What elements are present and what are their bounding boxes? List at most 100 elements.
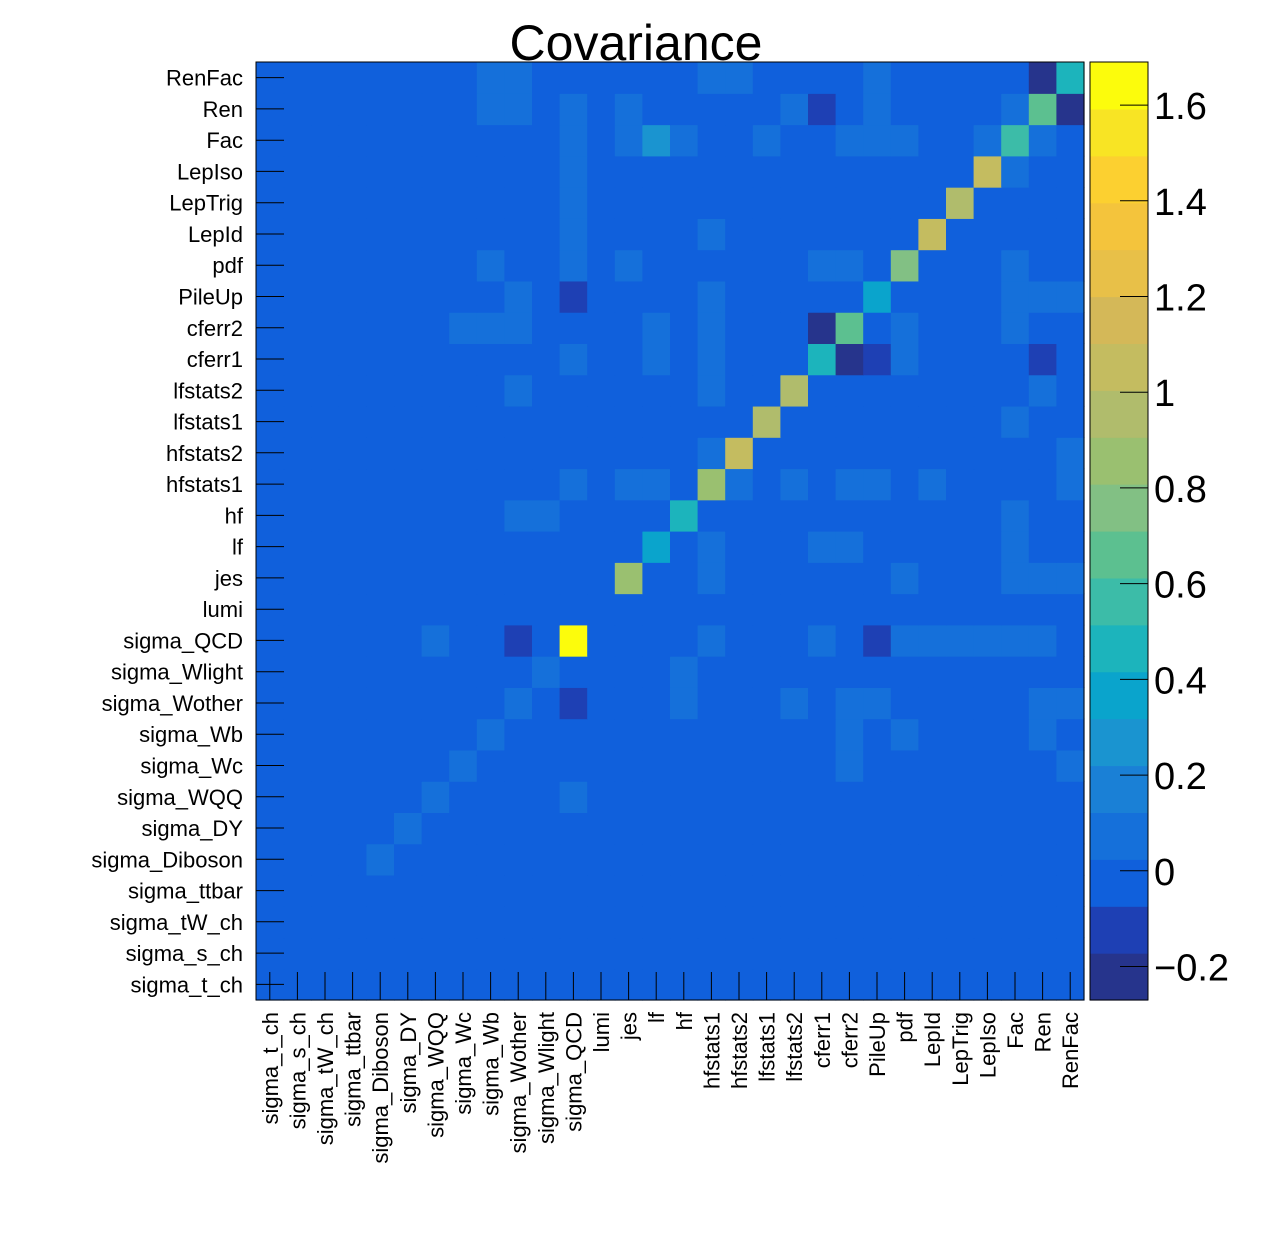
cell-ren-lfstats2 [780,93,809,126]
cell-sigma-wqq-lfstats1 [752,781,781,813]
cell-pdf-sigma-qcd [559,249,588,282]
y-tick-label-sigma-qcd: sigma_QCD [123,628,243,653]
cell-cferr1-sigma-wother [504,343,533,376]
cell-lf-lepiso [973,531,1002,563]
cell-ren-lumi [587,93,616,126]
cell-cferr1-sigma-wlight [532,343,561,376]
cell-fac-renfac [1056,124,1085,157]
cell-cferr2-sigma-ttbar [338,312,367,344]
cell-sigma-wc-hfstats1 [697,749,726,782]
cell-jes-lepiso [973,562,1002,595]
cell-hfstats2-lfstats2 [780,437,809,470]
cell-lepiso-hfstats2 [725,155,754,188]
cell-pileup-sigma-diboson [366,280,395,313]
cell-pdf-sigma-wother [504,249,533,282]
cell-lepid-lfstats2 [780,218,809,251]
x-tick-label-sigma-wlight: sigma_Wlight [534,1012,559,1144]
cell-fac-fac [1001,124,1030,157]
cell-sigma-wother-pileup [863,687,892,720]
cell-renfac-pdf [890,62,919,94]
cell-hfstats2-lepiso [973,437,1002,470]
x-tick-label-fac: Fac [1003,1012,1028,1049]
y-tick-label-hf: hf [225,503,244,528]
cell-hfstats1-lepid [918,468,947,501]
cell-sigma-s-ch-cferr2 [835,937,864,970]
cell-sigma-wc-cferr1 [808,749,837,782]
cell-sigma-wb-sigma-wqq [421,718,450,751]
cell-renfac-lfstats2 [780,62,809,94]
cell-sigma-wc-lepid [918,749,947,782]
palette-tick-label: 1.2 [1154,278,1207,320]
cell-sigma-tw-ch-sigma-wqq [421,906,450,939]
cell-sigma-diboson-ren [1028,843,1057,876]
cell-sigma-ttbar-sigma-wother [504,874,533,907]
cell-sigma-wb-cferr1 [808,718,837,751]
cell-sigma-wb-pdf [890,718,919,751]
cell-lf-lumi [587,531,616,563]
cell-pdf-sigma-wqq [421,249,450,282]
palette-band [1090,390,1148,438]
cell-hfstats2-sigma-tw-ch [311,437,340,470]
cell-hfstats2-lf [642,437,671,470]
cell-hf-sigma-wc [449,499,478,532]
x-tick-label-hfstats1: hfstats1 [699,1012,724,1089]
cell-hfstats1-hfstats2 [725,468,754,501]
cell-lfstats2-sigma-tw-ch [311,374,340,407]
cell-sigma-s-ch-hf [670,937,699,970]
cell-renfac-sigma-dy [394,62,423,94]
cell-hfstats2-renfac [1056,437,1085,470]
cell-sigma-diboson-sigma-diboson [366,843,395,876]
cell-sigma-tw-ch-renfac [1056,906,1085,939]
cell-lf-sigma-wlight [532,531,561,563]
cell-sigma-qcd-sigma-wb [476,624,505,657]
cell-sigma-ttbar-sigma-ttbar [338,874,367,907]
cell-sigma-wqq-hf [670,781,699,813]
x-tick-label-hfstats2: hfstats2 [727,1012,752,1089]
cell-leptrig-jes [614,187,643,219]
cell-lf-jes [614,531,643,563]
x-tick-label-sigma-wother: sigma_Wother [506,1012,531,1153]
cell-sigma-wc-hfstats2 [725,749,754,782]
cell-sigma-ttbar-sigma-wb [476,874,505,907]
x-tick-label-sigma-diboson: sigma_Diboson [368,1012,393,1164]
cell-lfstats2-sigma-wc [449,374,478,407]
cell-sigma-dy-lfstats1 [752,812,781,845]
axes: sigma_t_chsigma_s_chsigma_tW_chsigma_ttb… [91,66,1083,1164]
cell-sigma-tw-ch-fac [1001,906,1030,939]
y-tick-label-sigma-wb: sigma_Wb [139,722,243,747]
cell-hfstats1-sigma-wother [504,468,533,501]
cell-lf-renfac [1056,531,1085,563]
cell-lfstats1-sigma-ttbar [338,405,367,438]
cell-cferr2-hf [670,312,699,344]
cell-fac-sigma-wlight [532,124,561,157]
plot-frame [255,61,1085,1001]
cell-lumi-hfstats1 [697,593,726,626]
x-tick-label-renfac: RenFac [1058,1012,1083,1089]
cell-leptrig-sigma-wc [449,187,478,219]
cell-ren-sigma-ttbar [338,93,367,126]
cell-sigma-s-ch-sigma-qcd [559,937,588,970]
cell-sigma-wother-sigma-wqq [421,687,450,720]
x-tick-label-sigma-wc: sigma_Wc [451,1012,476,1115]
cell-pileup-pdf [890,280,919,313]
cell-sigma-wqq-sigma-wqq [421,781,450,813]
cell-sigma-diboson-sigma-wother [504,843,533,876]
cell-hf-hfstats2 [725,499,754,532]
cell-sigma-diboson-lepid [918,843,947,876]
cell-sigma-tw-ch-cferr2 [835,906,864,939]
cell-sigma-wlight-hfstats2 [725,656,754,688]
cell-hfstats1-sigma-dy [394,468,423,501]
cell-sigma-diboson-lf [642,843,671,876]
cell-lfstats1-renfac [1056,405,1085,438]
cell-lfstats2-jes [614,374,643,407]
cell-sigma-diboson-sigma-wc [449,843,478,876]
cell-hf-cferr1 [808,499,837,532]
cell-sigma-dy-ren [1028,812,1057,845]
cell-hfstats1-lepiso [973,468,1002,501]
palette-band [1090,296,1148,344]
cell-leptrig-cferr2 [835,187,864,219]
cell-pileup-lepiso [973,280,1002,313]
cell-sigma-s-ch-sigma-diboson [366,937,395,970]
cell-sigma-dy-lumi [587,812,616,845]
cell-sigma-diboson-pdf [890,843,919,876]
